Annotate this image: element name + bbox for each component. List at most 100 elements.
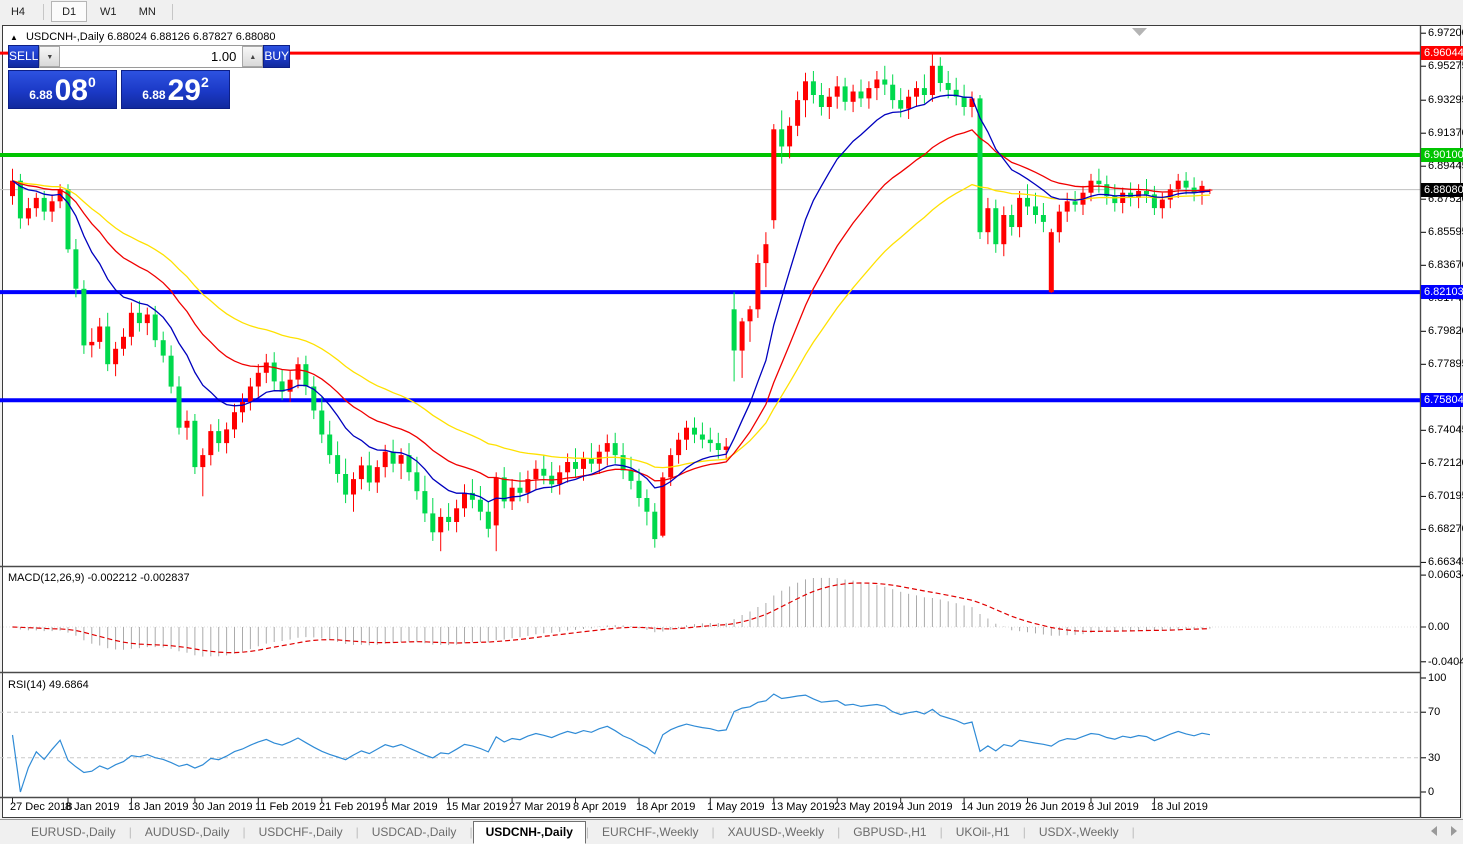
- rsi-tick-label: 100: [1428, 672, 1447, 684]
- rsi-tick-label: 70: [1428, 706, 1441, 718]
- macd-value: -0.002212: [87, 572, 138, 584]
- timeframe-toolbar: H4 D1 W1 MN: [0, 0, 1463, 25]
- date-tick-label: 1 May 2019: [707, 801, 765, 813]
- volume-stepper: ▼ ▲: [39, 45, 264, 68]
- symbol-tab-usdx[interactable]: USDX-,Weekly: [1038, 825, 1119, 839]
- timeframe-h4-button[interactable]: H4: [10, 6, 26, 18]
- rsi-value: 49.6864: [48, 679, 89, 691]
- chart-title: ▲ USDCNH-,Daily 6.88024 6.88126 6.87827 …: [10, 31, 276, 43]
- symbol-tab-audusd[interactable]: AUDUSD-,Daily: [144, 825, 230, 839]
- date-tick-label: 8 Apr 2019: [573, 801, 627, 813]
- macd-signal-value: -0.002837: [140, 572, 190, 584]
- rsi-tick-label: 30: [1428, 752, 1441, 764]
- symbol-tab-gbpusd[interactable]: GBPUSD-,H1: [853, 825, 927, 839]
- date-tick-label: 21 Feb 2019: [319, 801, 381, 813]
- tab-separator: |: [242, 825, 246, 839]
- price-tick-label: 6.68270: [1428, 523, 1463, 535]
- tab-separator: |: [469, 825, 473, 839]
- price-tick-label: 6.91370: [1428, 127, 1463, 139]
- symbol-tab-bar: EURUSD-,Daily | AUDUSD-,Daily | USDCHF-,Dail…: [0, 819, 1463, 844]
- date-tick-label: 13 May 2019: [771, 801, 835, 813]
- price-tick-label: 6.83670: [1428, 259, 1463, 271]
- symbol-tab-eurusd[interactable]: EURUSD-,Daily: [31, 825, 116, 839]
- ask-price-pip-digit: 2: [200, 74, 209, 90]
- date-tick-label: 15 Mar 2019: [446, 801, 508, 813]
- date-tick-label: 14 Jun 2019: [961, 801, 1022, 813]
- price-tick-label: 6.74045: [1428, 424, 1463, 436]
- chart-window[interactable]: [2, 25, 1461, 818]
- tab-separator: |: [1131, 825, 1135, 839]
- date-tick-label: 8 Jan 2019: [65, 801, 120, 813]
- timeframe-mn-button[interactable]: MN: [138, 6, 156, 18]
- volume-decrease-icon[interactable]: ▼: [39, 46, 61, 67]
- tab-scroll-left-icon[interactable]: [1431, 826, 1437, 836]
- ask-price-button[interactable]: 6.88 29 2: [121, 70, 230, 109]
- tab-scroll-right-icon[interactable]: [1451, 826, 1457, 836]
- rsi-label: RSI(14) 49.6864: [8, 679, 89, 691]
- volume-input[interactable]: [60, 46, 243, 67]
- toolbar-separator: [172, 4, 174, 21]
- chart-symbol-label: USDCNH-,Daily: [25, 31, 105, 43]
- price-tick-label: 6.70195: [1428, 490, 1463, 502]
- bid-price-button[interactable]: 6.88 08 0: [8, 70, 117, 109]
- date-tick-label: 23 May 2019: [834, 801, 898, 813]
- date-tick-label: 5 Mar 2019: [382, 801, 438, 813]
- price-tick-label: 6.85595: [1428, 226, 1463, 238]
- buy-button[interactable]: BUY: [263, 45, 291, 68]
- symbol-tab-usdcnh[interactable]: USDCNH-,Daily: [472, 820, 586, 844]
- tab-separator: |: [939, 825, 943, 839]
- ask-price-big-digits: 29: [167, 74, 201, 107]
- price-tick-label: 6.79820: [1428, 325, 1463, 337]
- date-tick-label: 27 Dec 2018: [10, 801, 73, 813]
- symbol-tab-usdchf[interactable]: USDCHF-,Daily: [258, 825, 343, 839]
- date-tick-label: 26 Jun 2019: [1025, 801, 1086, 813]
- price-level-badge: 6.90100: [1421, 148, 1463, 162]
- tab-separator: |: [1022, 825, 1026, 839]
- symbol-tab-eurchf[interactable]: EURCHF-,Weekly: [602, 825, 699, 839]
- symbol-tab-usdcad[interactable]: USDCAD-,Daily: [371, 825, 457, 839]
- sell-button[interactable]: SELL: [8, 45, 40, 68]
- price-tick-label: 6.72120: [1428, 457, 1463, 469]
- bid-price-prefix: 6.88: [29, 88, 53, 102]
- price-tick-label: 6.95275: [1428, 60, 1463, 72]
- price-level-badge: 6.82103: [1421, 285, 1463, 299]
- toolbar-separator: [43, 4, 45, 21]
- symbol-tab-xauusd[interactable]: XAUUSD-,Weekly: [727, 825, 825, 839]
- price-level-badge: 6.88080: [1421, 183, 1463, 197]
- chart-ohlc-values: 6.88024 6.88126 6.87827 6.88080: [107, 31, 276, 43]
- macd-label: MACD(12,26,9) -0.002212 -0.002837: [8, 572, 190, 584]
- subwindow-expand-icon[interactable]: ▲: [10, 33, 18, 42]
- macd-tick-label: 0.00: [1428, 621, 1450, 633]
- price-level-badge: 6.96044: [1421, 46, 1463, 60]
- date-tick-label: 27 Mar 2019: [509, 801, 571, 813]
- date-tick-label: 18 Jul 2019: [1151, 801, 1208, 813]
- one-click-trade-panel: SELL ▼ ▲ BUY 6.88 08 0 6.88 29 2: [8, 45, 291, 109]
- date-tick-label: 8 Jul 2019: [1088, 801, 1139, 813]
- timeframe-d1-button[interactable]: D1: [51, 1, 88, 22]
- tab-separator: |: [585, 825, 590, 839]
- price-level-badge: 6.75804: [1421, 393, 1463, 407]
- date-tick-label: 18 Jan 2019: [128, 801, 189, 813]
- price-tick-label: 6.66345: [1428, 556, 1463, 568]
- bid-price-big-digits: 08: [54, 74, 88, 107]
- price-tick-label: 6.97200: [1428, 27, 1463, 39]
- tab-separator: |: [355, 825, 359, 839]
- rsi-tick-label: 0: [1428, 786, 1435, 798]
- tab-separator: |: [128, 825, 132, 839]
- price-tick-label: 6.93295: [1428, 94, 1463, 106]
- bid-price-pip-digit: 0: [87, 74, 96, 90]
- macd-tick-label: -0.040415: [1428, 656, 1463, 668]
- timeframe-w1-button[interactable]: W1: [99, 6, 117, 18]
- date-tick-label: 18 Apr 2019: [636, 801, 696, 813]
- macd-tick-label: 0.060342: [1428, 569, 1463, 581]
- price-tick-label: 6.89445: [1428, 160, 1463, 172]
- ask-price-prefix: 6.88: [142, 88, 166, 102]
- date-tick-label: 4 Jun 2019: [898, 801, 953, 813]
- tab-separator: |: [711, 825, 715, 839]
- date-tick-label: 30 Jan 2019: [192, 801, 253, 813]
- volume-increase-icon[interactable]: ▲: [242, 46, 264, 67]
- price-tick-label: 6.77895: [1428, 358, 1463, 370]
- symbol-tab-ukoil[interactable]: UKOil-,H1: [955, 825, 1010, 839]
- date-tick-label: 11 Feb 2019: [255, 801, 316, 813]
